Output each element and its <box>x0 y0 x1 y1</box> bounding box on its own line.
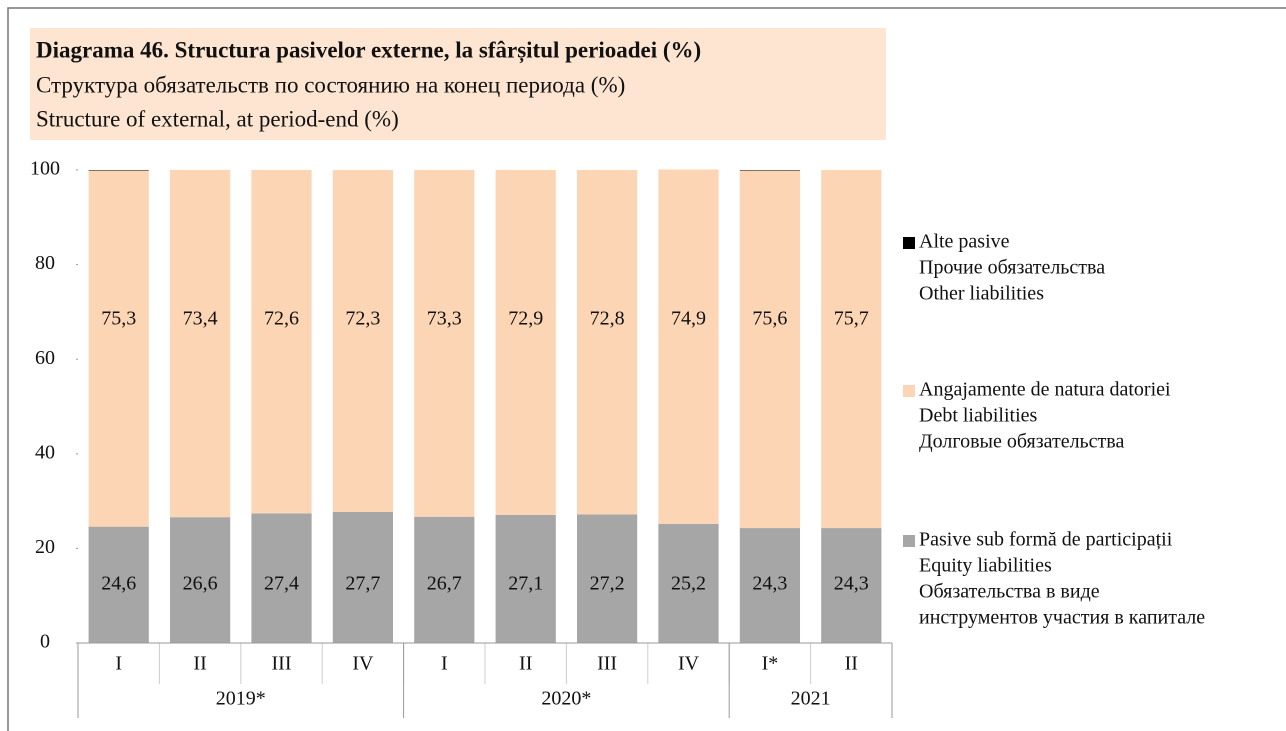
data-label: 75,7 <box>834 308 869 330</box>
bar-segment <box>495 514 556 643</box>
chart-title: Diagrama 46. Structura pasivelor externe… <box>36 37 701 63</box>
bar-segment <box>576 514 638 643</box>
data-label: 27,2 <box>590 573 625 595</box>
x-tick-label: II <box>519 653 532 675</box>
legend-swatch <box>903 237 915 249</box>
data-label: 72,6 <box>264 308 299 330</box>
chart-frame <box>7 7 1286 731</box>
data-label: 73,3 <box>427 308 462 330</box>
bar-segment <box>169 170 231 518</box>
data-label: 27,7 <box>345 573 380 595</box>
bar-segment <box>88 170 149 527</box>
data-label: 74,9 <box>671 308 706 330</box>
group-label: 2021 <box>791 688 831 710</box>
bar-segment <box>576 170 638 515</box>
y-tick-label: 0 <box>40 631 50 653</box>
x-tick-label: III <box>597 653 617 675</box>
chart-subtitle: Структура обязательств по состоянию на к… <box>36 72 625 97</box>
bar-segment <box>414 170 475 517</box>
data-label: 26,7 <box>427 573 462 595</box>
legend-label: Debt liabilities <box>919 405 1038 427</box>
x-tick-label: II <box>845 653 858 675</box>
bar-segment <box>332 170 394 512</box>
y-tick-label: 100 <box>30 158 60 180</box>
data-label: 73,4 <box>183 308 218 330</box>
legend-label: Прочие обязательства <box>919 257 1105 279</box>
group-label: 2020* <box>541 688 591 710</box>
data-label: 75,3 <box>101 308 136 330</box>
data-label: 24,3 <box>834 573 869 595</box>
group-label: 2019* <box>216 688 266 710</box>
y-tick-label: 40 <box>35 441 55 463</box>
y-tick-label: 80 <box>35 252 55 274</box>
bar-segment <box>414 516 475 643</box>
bar-segment <box>821 170 882 529</box>
data-label: 72,3 <box>345 308 380 330</box>
x-tick-label: IV <box>678 653 700 675</box>
data-label: 26,6 <box>183 573 218 595</box>
bar-segment <box>332 511 394 643</box>
data-label: 72,8 <box>590 308 625 330</box>
data-label: 25,2 <box>671 573 706 595</box>
bar-segment <box>658 523 719 643</box>
legend-swatch <box>903 535 915 547</box>
x-tick-label: I* <box>762 653 779 675</box>
bar-segment <box>658 169 719 524</box>
bar-segment <box>739 170 801 529</box>
x-tick-label: I <box>115 653 122 675</box>
legend-label: Pasive sub formă de participații <box>919 529 1173 551</box>
legend-label: Equity liabilities <box>919 555 1052 577</box>
data-label: 75,6 <box>752 308 787 330</box>
legend-label: Angajamente de natura datoriei <box>919 379 1171 401</box>
bar-segment <box>169 517 231 643</box>
x-tick-label: IV <box>352 653 374 675</box>
y-tick-label: 60 <box>35 347 55 369</box>
legend-label: Долговые обязательства <box>919 431 1124 453</box>
chart-subtitle: Structure of external, at period-end (%) <box>36 106 399 131</box>
data-label: 27,1 <box>508 573 543 595</box>
x-tick-label: I <box>441 653 448 675</box>
legend-label: Обязательства в виде <box>919 581 1100 603</box>
bar-segment <box>251 170 312 514</box>
bar-segment <box>821 528 882 643</box>
x-tick-label: III <box>272 653 292 675</box>
y-tick-label: 20 <box>35 536 55 558</box>
legend-label: инструментов участия в капитале <box>919 607 1205 629</box>
legend-swatch <box>903 385 915 397</box>
legend-label: Other liabilities <box>919 283 1044 305</box>
bar-segment <box>88 526 149 643</box>
data-label: 27,4 <box>264 573 299 595</box>
bar-segment <box>495 170 556 515</box>
bar-segment <box>251 513 312 643</box>
x-tick-label: II <box>193 653 206 675</box>
data-label: 24,3 <box>752 573 787 595</box>
title-background <box>30 28 886 140</box>
data-label: 24,6 <box>101 573 136 595</box>
legend-label: Alte pasive <box>919 231 1010 253</box>
data-label: 72,9 <box>508 308 543 330</box>
bar-segment <box>739 528 801 643</box>
